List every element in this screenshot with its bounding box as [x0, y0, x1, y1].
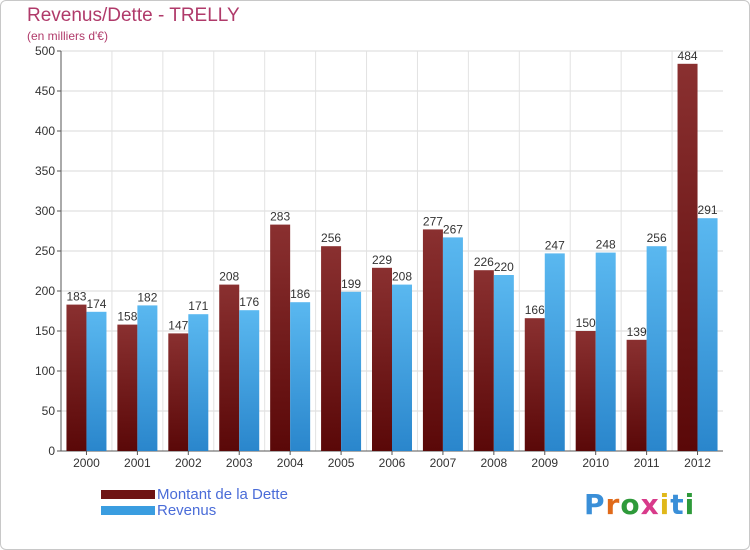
data-label-dette: 158	[117, 310, 137, 324]
bar-revenus	[493, 275, 514, 451]
bar-revenus	[188, 314, 209, 451]
bar-dette	[677, 63, 698, 452]
x-tick-label: 2001	[124, 456, 151, 470]
bar-dette	[473, 270, 494, 451]
x-tick-label: 2007	[430, 456, 457, 470]
data-label-dette: 226	[474, 255, 494, 269]
data-label-dette: 147	[168, 318, 188, 332]
bar-dette	[575, 331, 596, 451]
bar-dette	[626, 339, 647, 451]
bar-dette	[372, 267, 392, 451]
data-label-dette: 208	[219, 270, 239, 284]
legend-label-revenus: Revenus	[157, 502, 217, 519]
data-label-dette: 256	[321, 231, 341, 245]
x-tick-label: 2003	[226, 456, 253, 470]
x-tick-label: 2002	[175, 456, 202, 470]
x-tick-label: 2008	[480, 456, 507, 470]
bar-revenus	[341, 291, 362, 451]
bar-dette	[117, 324, 138, 451]
data-label-revenus: 186	[290, 287, 310, 301]
data-label-revenus: 267	[443, 222, 463, 236]
logo-letter: r	[605, 488, 621, 521]
data-label-revenus: 208	[392, 270, 412, 284]
data-label-revenus: 171	[188, 299, 208, 313]
y-tick-label: 250	[35, 244, 55, 258]
x-tick-label: 2004	[277, 456, 304, 470]
y-tick-label: 50	[42, 404, 56, 418]
logo-letter: o	[620, 488, 641, 521]
legend-swatch-revenus	[101, 506, 155, 515]
bar-dette	[168, 333, 189, 451]
legend-swatch-debt	[101, 490, 155, 499]
bar-revenus	[544, 253, 565, 451]
bar-dette	[524, 318, 545, 451]
legend-label-debt: Montant de la Dette	[157, 486, 288, 503]
bar-dette	[219, 284, 240, 451]
data-label-dette: 183	[66, 290, 86, 304]
y-tick-label: 100	[35, 364, 55, 378]
bar-revenus	[137, 305, 158, 451]
data-label-dette: 283	[270, 210, 290, 224]
bar-revenus	[392, 284, 412, 451]
y-tick-label: 450	[35, 84, 55, 98]
proxiti-logo: Proxiti	[584, 488, 695, 521]
bar-revenus	[697, 218, 718, 451]
y-tick-label: 350	[35, 164, 55, 178]
y-tick-label: 200	[35, 284, 55, 298]
chart-title: Revenus/Dette - TRELLY	[27, 5, 240, 26]
y-tick-label: 400	[35, 124, 55, 138]
data-label-revenus: 174	[86, 297, 106, 311]
data-label-revenus: 220	[494, 260, 514, 274]
data-label-dette: 229	[372, 253, 392, 267]
data-label-revenus: 182	[137, 290, 157, 304]
bar-dette	[66, 304, 87, 451]
data-label-revenus: 256	[647, 231, 667, 245]
bar-revenus	[595, 252, 616, 451]
x-tick-label: 2006	[379, 456, 406, 470]
bar-revenus	[86, 311, 107, 451]
data-label-dette: 139	[627, 325, 647, 339]
logo-letter: t	[670, 488, 685, 521]
data-label-dette: 150	[576, 316, 596, 330]
x-tick-label: 2010	[582, 456, 609, 470]
y-tick-label: 300	[35, 204, 55, 218]
x-tick-label: 2011	[634, 456, 660, 470]
data-label-revenus: 176	[239, 295, 259, 309]
data-label-revenus: 248	[596, 238, 616, 252]
data-label-dette: 166	[525, 303, 545, 317]
chart-subtitle: (en milliers d'€)	[27, 29, 108, 43]
data-label-dette: 484	[678, 49, 698, 63]
data-label-dette: 277	[423, 214, 443, 228]
data-label-revenus: 199	[341, 277, 361, 291]
bar-dette	[321, 246, 342, 451]
y-tick-label: 500	[35, 44, 55, 58]
bar-dette	[270, 224, 291, 451]
bar-revenus	[239, 310, 260, 451]
data-label-revenus: 247	[545, 238, 565, 252]
logo-letter: P	[584, 488, 606, 521]
bar-revenus	[442, 237, 463, 451]
logo-letter: i	[659, 488, 671, 521]
bar-dette	[422, 229, 443, 451]
x-tick-label: 2000	[73, 456, 100, 470]
bar-revenus	[646, 246, 667, 451]
x-tick-label: 2005	[328, 456, 355, 470]
data-label-revenus: 291	[698, 203, 718, 217]
logo-letter: x	[640, 488, 660, 521]
x-tick-label: 2009	[531, 456, 558, 470]
x-tick-label: 2012	[684, 456, 711, 470]
y-tick-label: 0	[48, 444, 55, 458]
y-tick-label: 150	[35, 324, 55, 338]
bar-revenus	[290, 302, 311, 451]
logo-letter: i	[684, 488, 696, 521]
